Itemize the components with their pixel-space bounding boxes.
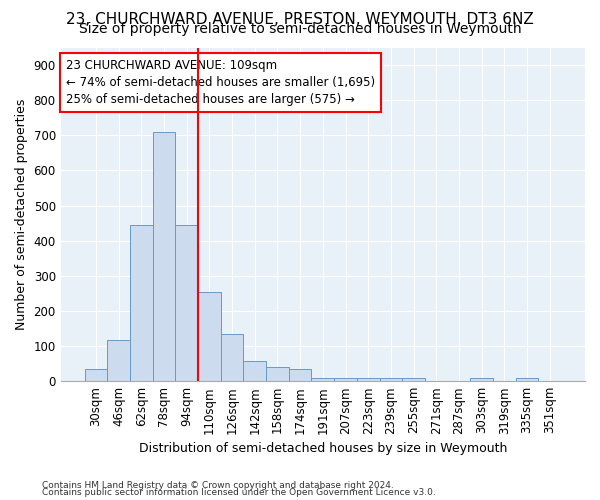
Bar (198, 292, 221, 381)
Y-axis label: Number of semi-detached properties: Number of semi-detached properties (15, 98, 28, 330)
Text: Contains HM Land Registry data © Crown copyright and database right 2024.: Contains HM Land Registry data © Crown c… (42, 480, 394, 490)
Bar (175, 225, 198, 381)
Bar (311, 378, 334, 381)
Bar (402, 378, 425, 381)
Bar (152, 132, 175, 381)
Bar (470, 378, 493, 381)
Text: Contains public sector information licensed under the Open Government Licence v3: Contains public sector information licen… (42, 488, 436, 497)
Bar (221, 334, 244, 381)
Text: 23 CHURCHWARD AVENUE: 109sqm
← 74% of semi-detached houses are smaller (1,695)
2: 23 CHURCHWARD AVENUE: 109sqm ← 74% of se… (66, 59, 375, 106)
Text: Size of property relative to semi-detached houses in Weymouth: Size of property relative to semi-detach… (79, 22, 521, 36)
Bar (85, 369, 107, 381)
Bar (266, 367, 289, 381)
Bar (334, 378, 357, 381)
Bar (130, 225, 152, 381)
Bar (244, 361, 266, 381)
Text: 23, CHURCHWARD AVENUE, PRESTON, WEYMOUTH, DT3 6NZ: 23, CHURCHWARD AVENUE, PRESTON, WEYMOUTH… (66, 12, 534, 28)
Bar (357, 378, 380, 381)
Bar (107, 340, 130, 381)
Bar (516, 378, 538, 381)
Bar (380, 378, 402, 381)
Bar (289, 369, 311, 381)
X-axis label: Distribution of semi-detached houses by size in Weymouth: Distribution of semi-detached houses by … (139, 442, 507, 455)
